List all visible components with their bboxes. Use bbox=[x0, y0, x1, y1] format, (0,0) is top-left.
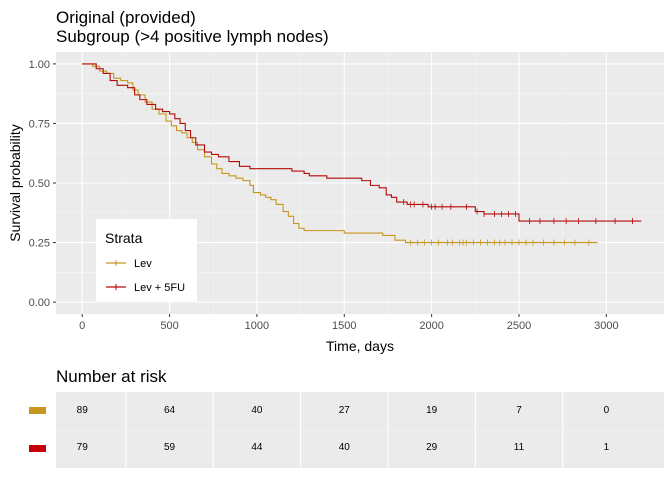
risk-cell: 64 bbox=[164, 405, 176, 416]
risk-row-swatch bbox=[29, 445, 46, 452]
legend-label-lev: Lev bbox=[134, 258, 152, 270]
risk-cell: 29 bbox=[426, 442, 438, 453]
y-tick-label: 0.25 bbox=[29, 238, 50, 250]
y-tick-label: 0.50 bbox=[29, 178, 50, 190]
curve-lev bbox=[82, 63, 598, 244]
risk-cell: 40 bbox=[339, 442, 351, 453]
chart-title-line2: Subgroup (>4 positive lymph nodes) bbox=[56, 27, 329, 46]
risk-cell: 7 bbox=[516, 405, 522, 416]
x-tick-label: 2500 bbox=[507, 320, 531, 332]
legend-label-lev-5fu: Lev + 5FU bbox=[134, 282, 185, 294]
y-tick-label: 1.00 bbox=[29, 59, 50, 71]
risk-table-title: Number at risk bbox=[56, 367, 167, 386]
x-tick-label: 0 bbox=[79, 320, 85, 332]
y-tick-label: 0.00 bbox=[29, 297, 50, 309]
x-tick-label: 1000 bbox=[245, 320, 269, 332]
axis-ticks: 0 500 1000 1500 2000 2500 3000 0.00 0.25 0.50 0.75… bbox=[29, 59, 619, 332]
curve-lev-5fu bbox=[82, 63, 642, 222]
x-tick-label: 3000 bbox=[594, 320, 618, 332]
survival-curves bbox=[82, 63, 642, 246]
legend-title: Strata bbox=[105, 230, 143, 246]
risk-row-swatch bbox=[29, 407, 46, 414]
chart-title-line1: Original (provided) bbox=[56, 8, 196, 27]
x-tick-label: 500 bbox=[160, 320, 178, 332]
x-tick-label: 1500 bbox=[332, 320, 356, 332]
risk-cell: 89 bbox=[77, 405, 89, 416]
y-axis-title: Survival probability bbox=[7, 124, 23, 242]
x-tick-label: 2000 bbox=[419, 320, 443, 332]
risk-cell: 44 bbox=[251, 442, 263, 453]
risk-table-grid bbox=[56, 392, 664, 468]
y-tick-label: 0.75 bbox=[29, 118, 50, 130]
risk-cell: 40 bbox=[251, 405, 263, 416]
risk-cell: 1 bbox=[604, 442, 610, 453]
legend: Strata Lev Lev + 5FU bbox=[96, 219, 197, 301]
risk-cell: 19 bbox=[426, 405, 438, 416]
risk-table-values: 89 64 40 27 19 7 079 59 44 40 29 11 1 bbox=[29, 405, 610, 453]
x-axis-title: Time, days bbox=[326, 338, 394, 354]
risk-cell: 79 bbox=[77, 442, 89, 453]
risk-cell: 59 bbox=[164, 442, 176, 453]
risk-cell: 0 bbox=[604, 405, 610, 416]
risk-cell: 27 bbox=[339, 405, 351, 416]
risk-cell: 11 bbox=[514, 442, 525, 453]
